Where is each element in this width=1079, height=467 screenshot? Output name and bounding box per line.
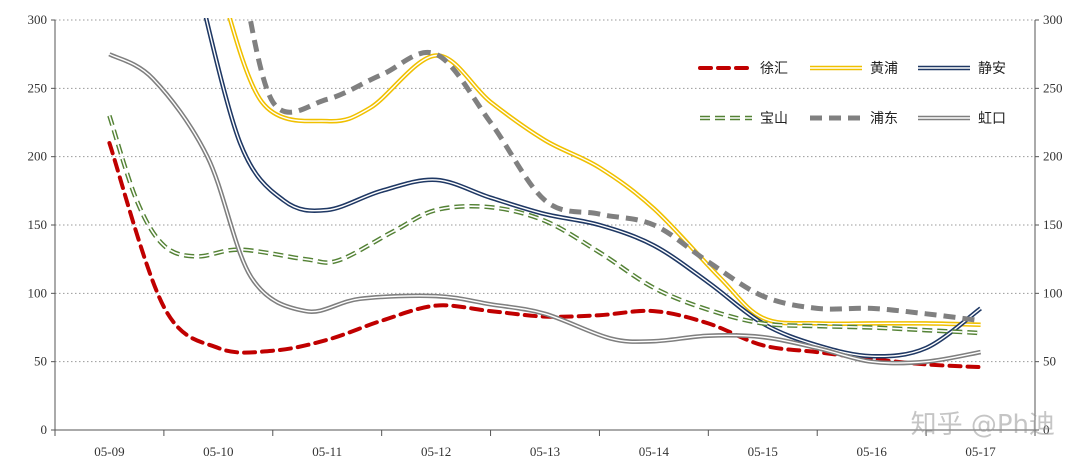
series-stroke-inner: [109, 53, 981, 364]
y-tick-label-left: 200: [28, 149, 48, 164]
series-stroke: [107, 141, 983, 370]
legend-label: 静安: [978, 61, 1006, 77]
x-tick-label: 05-15: [748, 444, 778, 459]
y-tick-label-left: 100: [28, 285, 48, 300]
series-line: [227, 18, 981, 328]
y-tick-label-right: 50: [1043, 354, 1056, 369]
series-line: [108, 52, 981, 366]
series-lines: [107, 18, 983, 370]
x-tick-label: 05-16: [856, 444, 887, 459]
y-tick-label-left: 300: [28, 12, 48, 27]
series-stroke: [227, 18, 981, 328]
legend-label: 徐汇: [760, 61, 788, 77]
x-tick-label: 05-17: [965, 444, 996, 459]
x-tick-label: 05-09: [94, 444, 124, 459]
y-tick-label-right: 150: [1043, 217, 1063, 232]
series-line: [107, 115, 981, 336]
series-stroke: [247, 18, 981, 324]
series-line: [203, 18, 982, 359]
y-tick-label-left: 50: [34, 354, 47, 369]
y-tick-label-right: 100: [1043, 285, 1063, 300]
y-tick-label-right: 250: [1043, 80, 1063, 95]
x-tick-label: 05-13: [530, 444, 560, 459]
series-line: [107, 141, 983, 370]
y-tick-label-right: 300: [1043, 12, 1063, 27]
series-stroke-inner: [108, 115, 981, 334]
legend-label: 黄浦: [870, 60, 898, 77]
legend-label: 宝山: [760, 111, 788, 127]
series-stroke-inner: [229, 18, 981, 326]
legend-label: 浦东: [870, 111, 898, 127]
y-tick-label-left: 0: [41, 422, 48, 437]
watermark-text: 知乎 @Ph迪: [910, 410, 1055, 440]
y-tick-label-left: 150: [28, 217, 48, 232]
x-tick-label: 05-11: [312, 444, 342, 459]
y-tick-label-right: 200: [1043, 149, 1063, 164]
series-line: [247, 18, 981, 324]
x-tick-label: 05-12: [421, 444, 451, 459]
series-stroke: [203, 18, 982, 359]
y-tick-label-left: 250: [28, 80, 48, 95]
axes: 0 0 50 50 100 100 150 150 200 200 250 250 300 300 05-0…: [28, 12, 1063, 459]
legend-label: 虹口: [978, 111, 1006, 127]
y-tick-label-right: 0: [1043, 422, 1050, 437]
series-stroke-inner: [205, 18, 982, 358]
x-tick-label: 05-10: [203, 444, 233, 459]
x-tick-label: 05-14: [639, 444, 670, 459]
